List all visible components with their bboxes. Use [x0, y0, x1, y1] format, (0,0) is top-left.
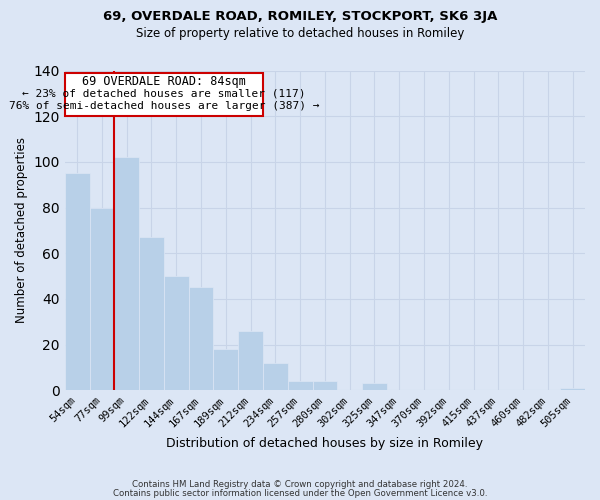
Bar	[188, 288, 214, 390]
Bar	[313, 381, 337, 390]
Text: 69, OVERDALE ROAD, ROMILEY, STOCKPORT, SK6 3JA: 69, OVERDALE ROAD, ROMILEY, STOCKPORT, S…	[103, 10, 497, 23]
Bar	[65, 174, 89, 390]
Text: 76% of semi-detached houses are larger (387) →: 76% of semi-detached houses are larger (…	[8, 102, 319, 112]
Bar	[89, 208, 115, 390]
Text: ← 23% of detached houses are smaller (117): ← 23% of detached houses are smaller (11…	[22, 89, 305, 99]
Text: 69 OVERDALE ROAD: 84sqm: 69 OVERDALE ROAD: 84sqm	[82, 75, 246, 88]
FancyBboxPatch shape	[65, 73, 263, 116]
Y-axis label: Number of detached properties: Number of detached properties	[15, 138, 28, 324]
Bar	[560, 388, 585, 390]
Bar	[164, 276, 188, 390]
Text: Contains HM Land Registry data © Crown copyright and database right 2024.: Contains HM Land Registry data © Crown c…	[132, 480, 468, 489]
Bar	[115, 158, 139, 390]
X-axis label: Distribution of detached houses by size in Romiley: Distribution of detached houses by size …	[166, 437, 484, 450]
Bar	[263, 363, 288, 390]
Bar	[238, 331, 263, 390]
Bar	[139, 237, 164, 390]
Bar	[288, 381, 313, 390]
Bar	[362, 384, 387, 390]
Text: Contains public sector information licensed under the Open Government Licence v3: Contains public sector information licen…	[113, 488, 487, 498]
Bar	[214, 349, 238, 390]
Text: Size of property relative to detached houses in Romiley: Size of property relative to detached ho…	[136, 28, 464, 40]
